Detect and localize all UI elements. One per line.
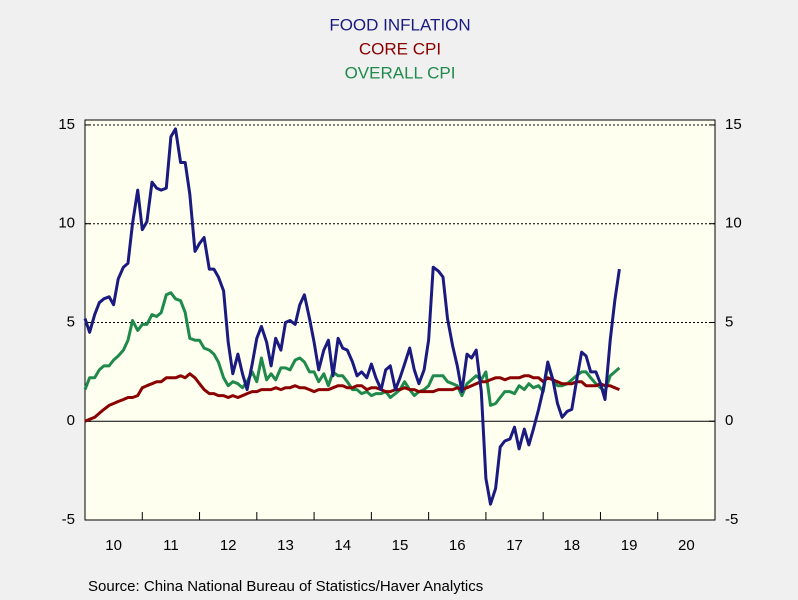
series-line	[84, 372, 620, 423]
x-tick-label: 13	[277, 537, 294, 554]
x-tick-label: 12	[220, 537, 237, 554]
x-tick-label: 18	[563, 537, 580, 554]
x-tick-label: 16	[449, 537, 466, 554]
y2-tick-label: 15	[725, 116, 742, 133]
x-tick-label: 20	[678, 537, 695, 554]
x-tick-label: 10	[105, 537, 122, 554]
y2-tick-label: -5	[725, 511, 738, 528]
y2-tick-label: 10	[725, 215, 742, 232]
x-tick-label: 11	[163, 537, 179, 554]
x-tick-label: 15	[392, 537, 409, 554]
series-line	[83, 127, 621, 506]
legend-food: FOOD INFLATION	[329, 15, 470, 34]
x-tick-label: 19	[621, 537, 638, 554]
y-tick-label: 5	[67, 313, 75, 330]
y-tick-label: -5	[62, 511, 75, 528]
y-tick-label: 0	[67, 412, 75, 429]
legend-core: CORE CPI	[359, 39, 441, 58]
plot-area	[85, 120, 715, 520]
source: Source: China National Bureau of Statist…	[88, 578, 483, 595]
y-tick-label: 10	[58, 215, 75, 232]
series-line	[83, 291, 621, 407]
y-tick-label: 15	[58, 116, 75, 133]
x-tick-label: 17	[506, 537, 523, 554]
legend-overall: OVERALL CPI	[345, 63, 456, 82]
y2-tick-label: 5	[725, 313, 733, 330]
y2-tick-label: 0	[725, 412, 733, 429]
x-tick-label: 14	[334, 537, 351, 554]
